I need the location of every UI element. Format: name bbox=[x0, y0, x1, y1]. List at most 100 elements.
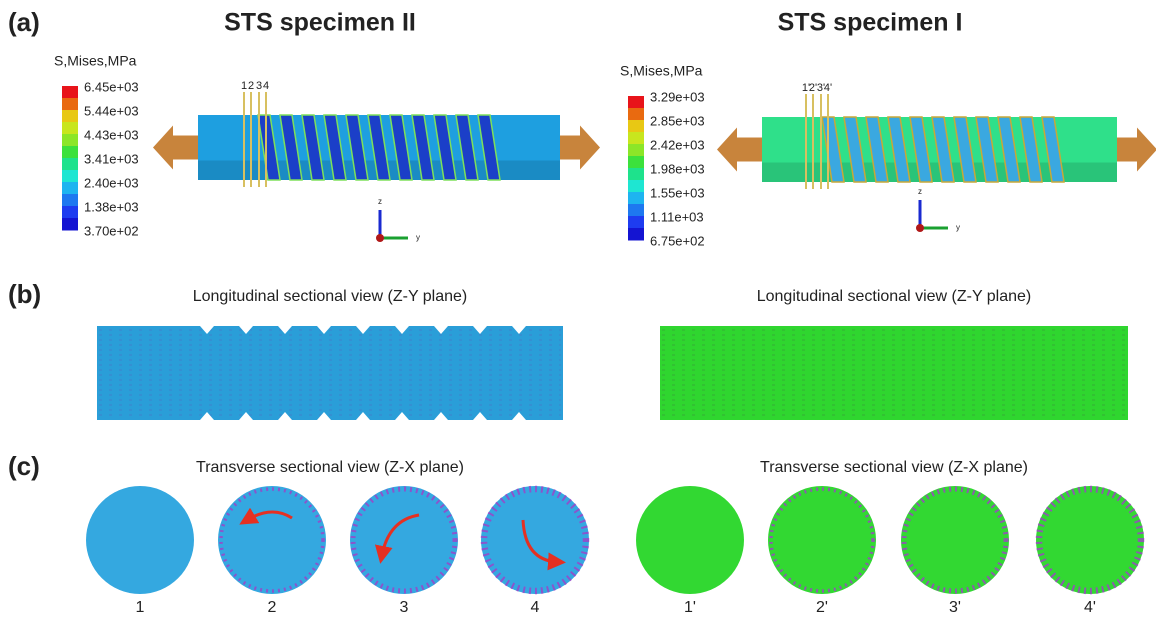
specimen-title: STS specimen II bbox=[224, 9, 416, 37]
cross-section-label: 4 bbox=[531, 599, 540, 616]
section-title: Longitudinal sectional view (Z-Y plane) bbox=[193, 288, 468, 305]
cross-section-label: 3' bbox=[949, 599, 961, 616]
groove bbox=[953, 116, 977, 183]
legend-band bbox=[62, 98, 78, 111]
groove bbox=[389, 114, 413, 181]
groove bbox=[843, 116, 867, 183]
cross-section-label: 1 bbox=[136, 599, 145, 616]
groove bbox=[433, 114, 457, 181]
legend-band bbox=[628, 216, 644, 229]
damage-ring bbox=[1035, 485, 1145, 595]
groove bbox=[345, 114, 369, 181]
notch bbox=[356, 412, 370, 420]
legend-value: 1.55e+03 bbox=[650, 185, 705, 200]
notch bbox=[239, 326, 253, 334]
notch bbox=[200, 326, 214, 334]
groove bbox=[975, 116, 999, 183]
notch bbox=[356, 326, 370, 334]
legend-band bbox=[62, 206, 78, 219]
section-label: 2' bbox=[809, 82, 817, 94]
legend-band bbox=[62, 146, 78, 159]
specimen-title: STS specimen I bbox=[778, 9, 963, 37]
section-label: 1' bbox=[802, 82, 810, 94]
section-label: 4 bbox=[263, 80, 269, 92]
legend-value: 5.44e+03 bbox=[84, 103, 139, 118]
rotation-arrow bbox=[374, 513, 420, 564]
notch bbox=[395, 326, 409, 334]
load-arrow bbox=[717, 127, 762, 172]
load-arrow bbox=[1117, 127, 1156, 172]
panel-label: (a) bbox=[8, 7, 40, 37]
legend-band bbox=[62, 110, 78, 123]
legend-band bbox=[62, 218, 78, 231]
notch bbox=[512, 412, 526, 420]
section-label: 3' bbox=[817, 82, 825, 94]
groove bbox=[865, 116, 889, 183]
cross-section-label: 2 bbox=[268, 599, 277, 616]
notch bbox=[317, 326, 331, 334]
notch bbox=[395, 412, 409, 420]
legend-band bbox=[62, 86, 78, 99]
legend-value: 3.29e+03 bbox=[650, 89, 705, 104]
load-arrow bbox=[560, 125, 600, 170]
notch bbox=[200, 412, 214, 420]
section-label: 2 bbox=[248, 80, 254, 92]
groove bbox=[279, 114, 303, 181]
legend-band bbox=[62, 170, 78, 183]
damage-ring bbox=[769, 487, 875, 593]
panel-label: (c) bbox=[8, 451, 40, 481]
legend-band bbox=[628, 96, 644, 109]
groove bbox=[997, 116, 1021, 183]
cross-section bbox=[901, 486, 1009, 594]
damage-ring bbox=[350, 486, 458, 594]
groove bbox=[411, 114, 435, 181]
groove bbox=[909, 116, 933, 183]
cross-section bbox=[86, 486, 194, 594]
groove bbox=[367, 114, 391, 181]
legend-band bbox=[628, 120, 644, 133]
legend-band bbox=[62, 182, 78, 195]
groove bbox=[301, 114, 325, 181]
damage-ring bbox=[219, 487, 325, 593]
section-title: Longitudinal sectional view (Z-Y plane) bbox=[757, 288, 1032, 305]
legend-band bbox=[628, 180, 644, 193]
cross-section bbox=[218, 486, 326, 594]
legend-band bbox=[628, 168, 644, 181]
cross-section-label: 1' bbox=[684, 599, 696, 616]
legend-value: 1.38e+03 bbox=[84, 199, 139, 214]
rotation-arrow bbox=[239, 507, 293, 525]
longitudinal-section bbox=[660, 326, 1128, 420]
section-title: Transverse sectional view (Z-X plane) bbox=[760, 459, 1028, 476]
axis-label: y bbox=[956, 223, 960, 232]
legend-band bbox=[62, 194, 78, 207]
legend-band bbox=[628, 192, 644, 205]
groove bbox=[1019, 116, 1043, 183]
cross-section-label: 2' bbox=[816, 599, 828, 616]
axis-label: z bbox=[918, 187, 922, 196]
cross-section-label: 4' bbox=[1084, 599, 1096, 616]
legend-value: 2.40e+03 bbox=[84, 175, 139, 190]
damage-ring bbox=[480, 485, 590, 595]
legend-title: S,Mises,MPa bbox=[620, 63, 703, 79]
legend-band bbox=[62, 122, 78, 135]
cross-section-label: 3 bbox=[400, 599, 409, 616]
legend-band bbox=[628, 204, 644, 217]
legend-value: 4.43e+03 bbox=[84, 127, 139, 142]
legend-band bbox=[62, 158, 78, 171]
longitudinal-section bbox=[97, 326, 563, 420]
cross-section bbox=[636, 486, 744, 594]
panel-label: (b) bbox=[8, 279, 41, 309]
legend-value: 2.42e+03 bbox=[650, 137, 705, 152]
groove bbox=[323, 114, 347, 181]
legend-value: 6.75e+02 bbox=[650, 233, 705, 248]
legend-band bbox=[628, 228, 644, 241]
legend-value: 1.11e+03 bbox=[650, 209, 704, 224]
notch bbox=[434, 326, 448, 334]
notch bbox=[512, 326, 526, 334]
axis-origin bbox=[376, 234, 384, 242]
groove bbox=[931, 116, 955, 183]
axis-origin bbox=[916, 224, 924, 232]
legend-band bbox=[628, 156, 644, 169]
cross-section bbox=[768, 486, 876, 594]
